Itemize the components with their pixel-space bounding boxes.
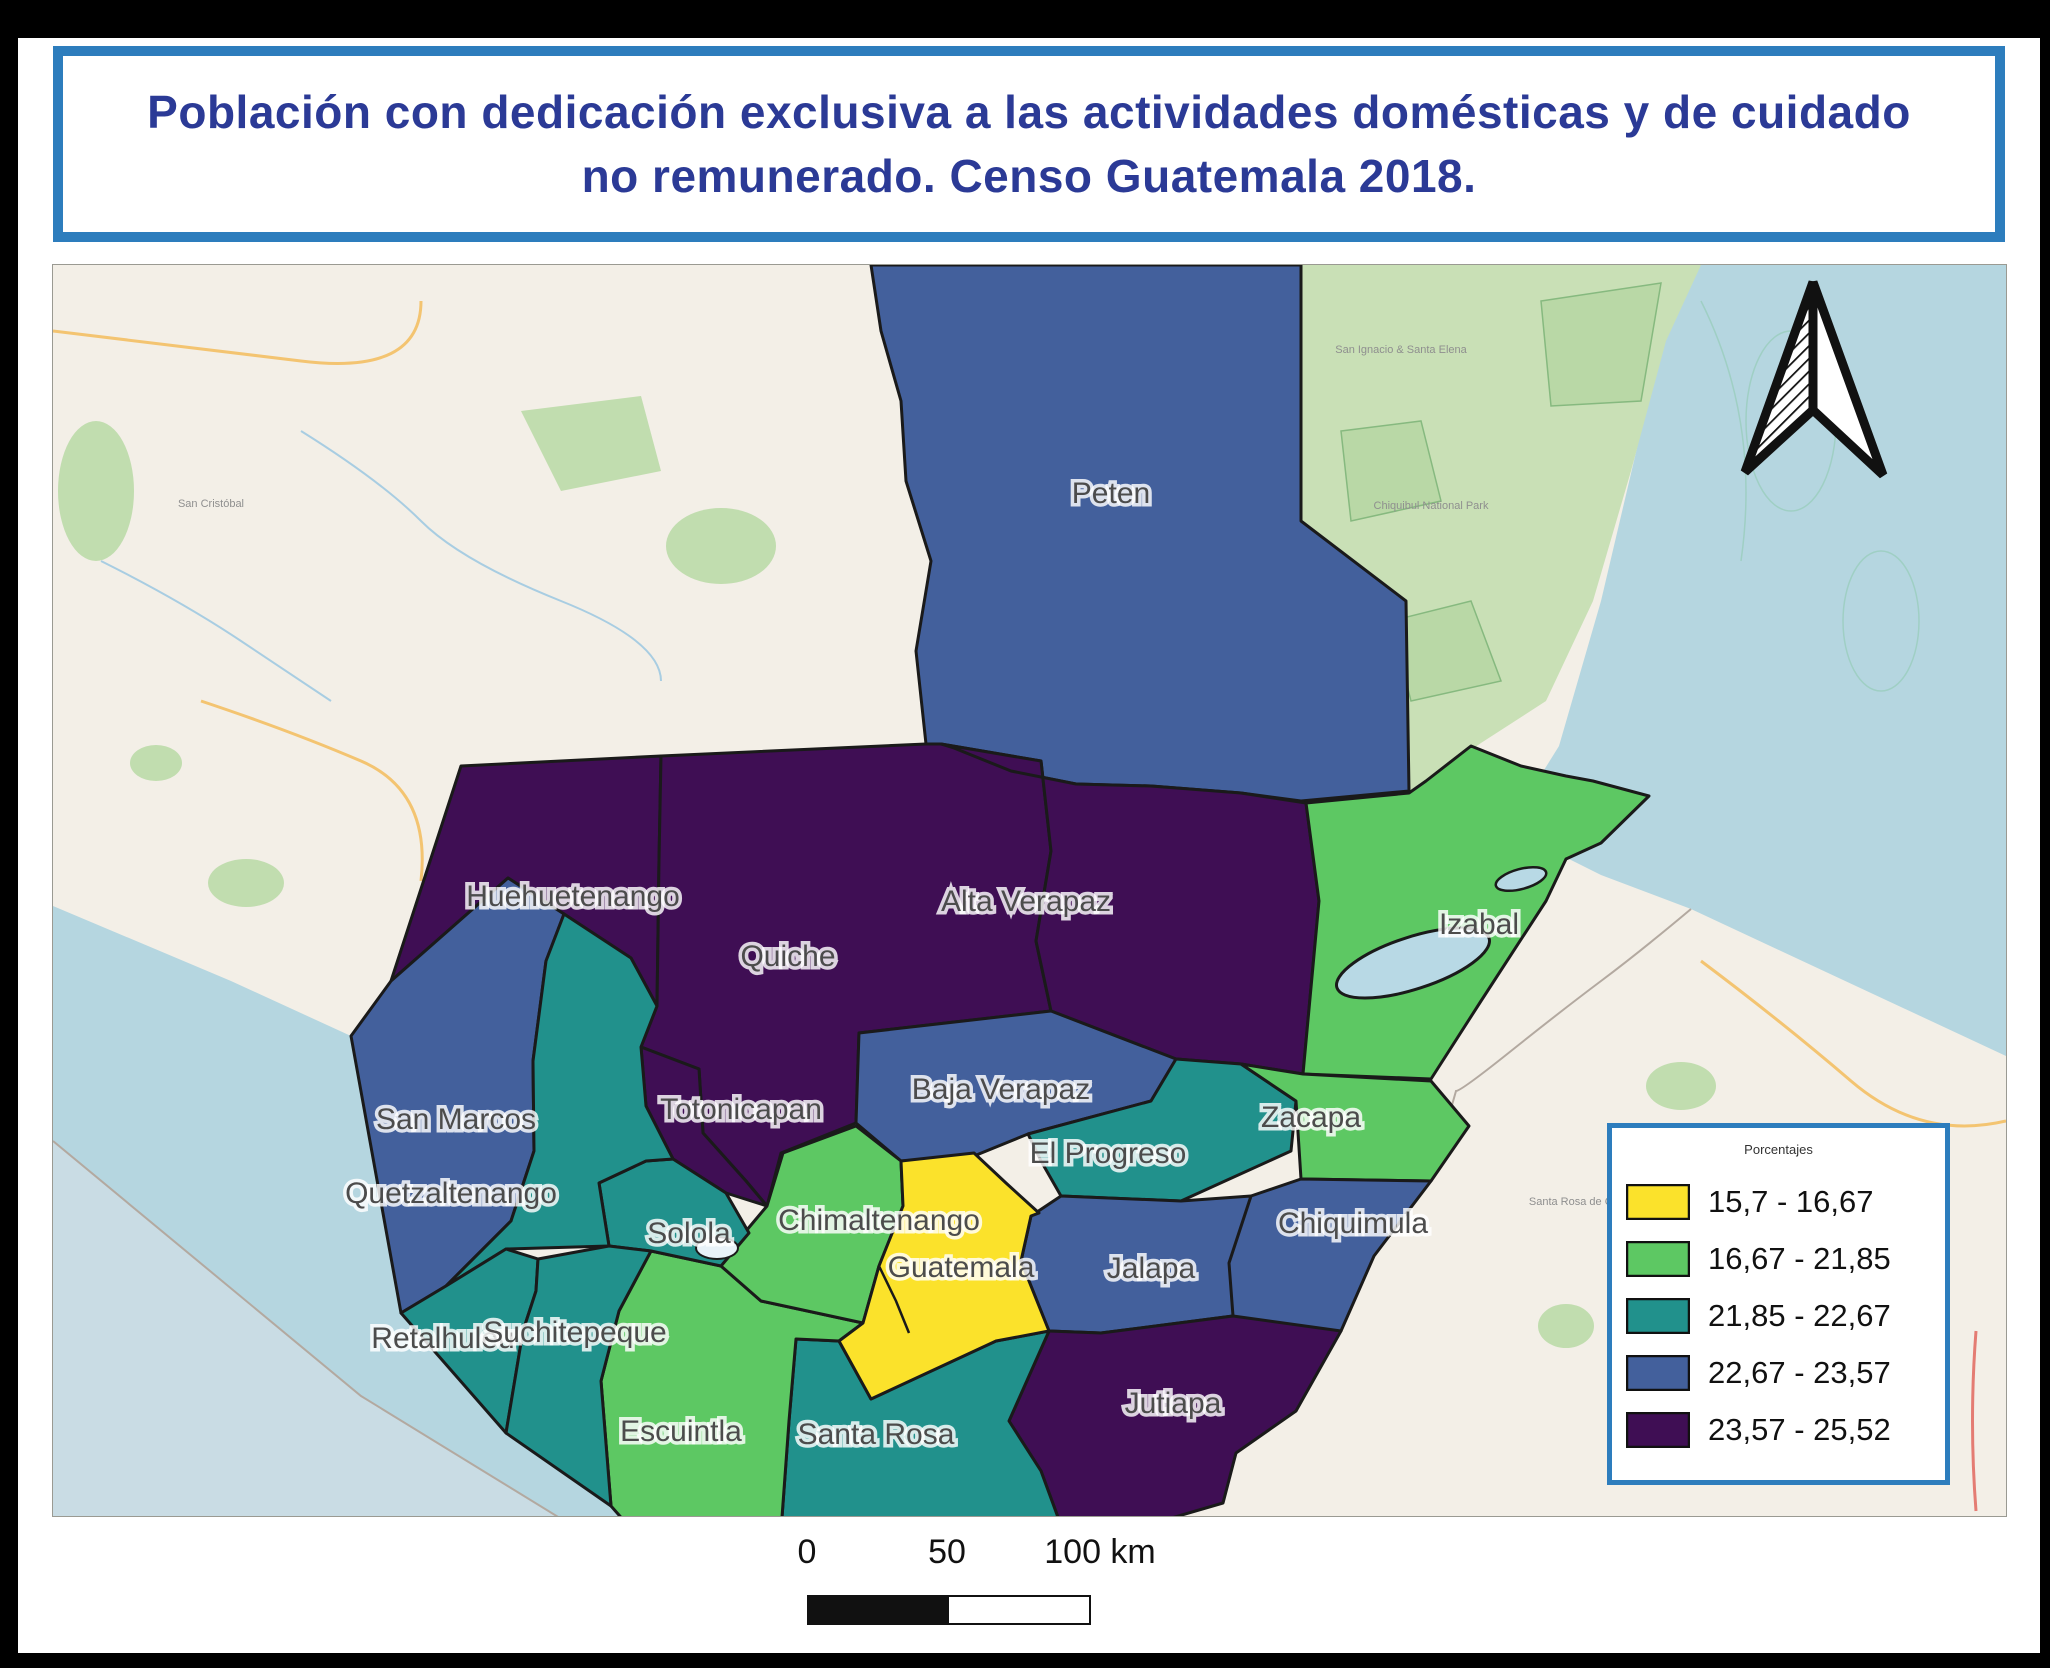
basemap-label: San Ignacio & Santa Elena — [1335, 344, 1467, 356]
scale-label-start: 0 — [797, 1533, 817, 1571]
label-retalhuleu: Retalhuleu — [371, 1322, 514, 1355]
lake-atitlan — [695, 1236, 739, 1260]
title-banner: Población con dedicación exclusiva a las… — [53, 46, 2005, 242]
label-huehuetenango: Huehuetenango — [466, 880, 680, 913]
label-peten: Peten — [1072, 477, 1150, 510]
legend-item: 21,85 - 22,67 — [1626, 1296, 1891, 1336]
label-san-marcos: San Marcos — [376, 1103, 536, 1136]
label-alta-verapaz: Alta Verapaz — [941, 885, 1111, 918]
scale-label-end: 100 km — [1044, 1533, 1156, 1571]
department-labels: Peten Huehuetenango Quiche Totonicapan A… — [342, 474, 1523, 1455]
basemap-labels: San Ignacio & Santa Elena Chiquibul Nati… — [178, 344, 1938, 1376]
department-el-progreso — [1026, 1057, 1298, 1203]
label-izabal: Izabal — [1439, 908, 1519, 941]
sacatepequez-inner-border — [877, 1265, 911, 1334]
departments-layer — [349, 265, 1651, 1516]
legend-title: Porcentajes — [1744, 1142, 1813, 1157]
lake-izabal — [1334, 926, 1492, 1000]
legend-item-label: 22,67 - 23,57 — [1708, 1355, 1891, 1390]
legend-box: Porcentajes 15,7 - 16,67 16,67 - 21,85 2… — [1607, 1123, 1950, 1485]
legend-item: 22,67 - 23,57 — [1626, 1353, 1891, 1393]
label-jutiapa: Jutiapa — [1125, 1387, 1222, 1420]
legend-item-label: 15,7 - 16,67 — [1708, 1184, 1874, 1219]
label-guatemala: Guatemala — [888, 1251, 1035, 1284]
page-background: Población con dedicación exclusiva a las… — [18, 38, 2040, 1653]
label-quetzaltenango: Quetzaltenango — [345, 1177, 557, 1210]
label-santa-rosa: Santa Rosa — [798, 1418, 955, 1451]
legend-item: 15,7 - 16,67 — [1626, 1182, 1873, 1222]
map-canvas: San Ignacio & Santa Elena Chiquibul Nati… — [52, 264, 2007, 1517]
caribbean-sea — [1521, 265, 2006, 1056]
department-guatemala — [837, 1151, 1051, 1401]
scale-bar-filled-segment — [809, 1597, 949, 1623]
scale-bar: 0 50 100 km — [778, 1533, 1178, 1643]
label-baja-verapaz: Baja Verapaz — [912, 1073, 1090, 1106]
department-chiquimula — [1224, 1177, 1433, 1343]
legend-swatch — [1626, 1184, 1690, 1220]
legend-swatch — [1626, 1241, 1690, 1277]
department-zacapa — [1239, 1062, 1471, 1183]
department-quetzaltenango — [444, 912, 675, 1288]
map-title-line2: no remunerado. Censo Guatemala 2018. — [581, 150, 1477, 202]
basemap-label: San Cristóbal — [178, 498, 244, 510]
label-chiquimula: Chiquimula — [1278, 1207, 1428, 1240]
legend-swatch — [1626, 1412, 1690, 1448]
label-jalapa: Jalapa — [1107, 1252, 1196, 1285]
label-quiche: Quiche — [740, 940, 835, 973]
legend-item: 16,67 - 21,85 — [1626, 1239, 1891, 1279]
label-zacapa: Zacapa — [1261, 1101, 1361, 1134]
legend-swatch — [1626, 1355, 1690, 1391]
map-title-line1: Población con dedicación exclusiva a las… — [147, 86, 1911, 138]
pacific-outer-band — [53, 1141, 557, 1516]
label-totonicapan: Totonicapan — [660, 1093, 822, 1126]
label-suchitepeque: Suchitepeque — [483, 1316, 667, 1349]
north-arrow-icon — [1740, 280, 1888, 479]
belize-land — [1301, 265, 1701, 791]
lake-el-golfete — [1494, 865, 1548, 893]
legend-item: 23,57 - 25,52 — [1626, 1410, 1891, 1450]
scale-label-middle: 50 — [928, 1533, 966, 1571]
basemap-label: Chiquibul National Park — [1374, 500, 1489, 512]
label-chimaltenango: Chimaltenango — [778, 1204, 980, 1237]
department-suchitepeque — [504, 1244, 653, 1508]
legend-item-label: 23,57 - 25,52 — [1708, 1412, 1891, 1447]
label-escuintla: Escuintla — [620, 1415, 742, 1448]
legend-item-label: 21,85 - 22,67 — [1708, 1298, 1891, 1333]
label-solola: Solola — [647, 1217, 731, 1250]
label-el-progreso: El Progreso — [1030, 1137, 1187, 1170]
scale-bar-track — [807, 1595, 1091, 1625]
legend-swatch — [1626, 1298, 1690, 1334]
legend-item-label: 16,67 - 21,85 — [1708, 1241, 1891, 1276]
